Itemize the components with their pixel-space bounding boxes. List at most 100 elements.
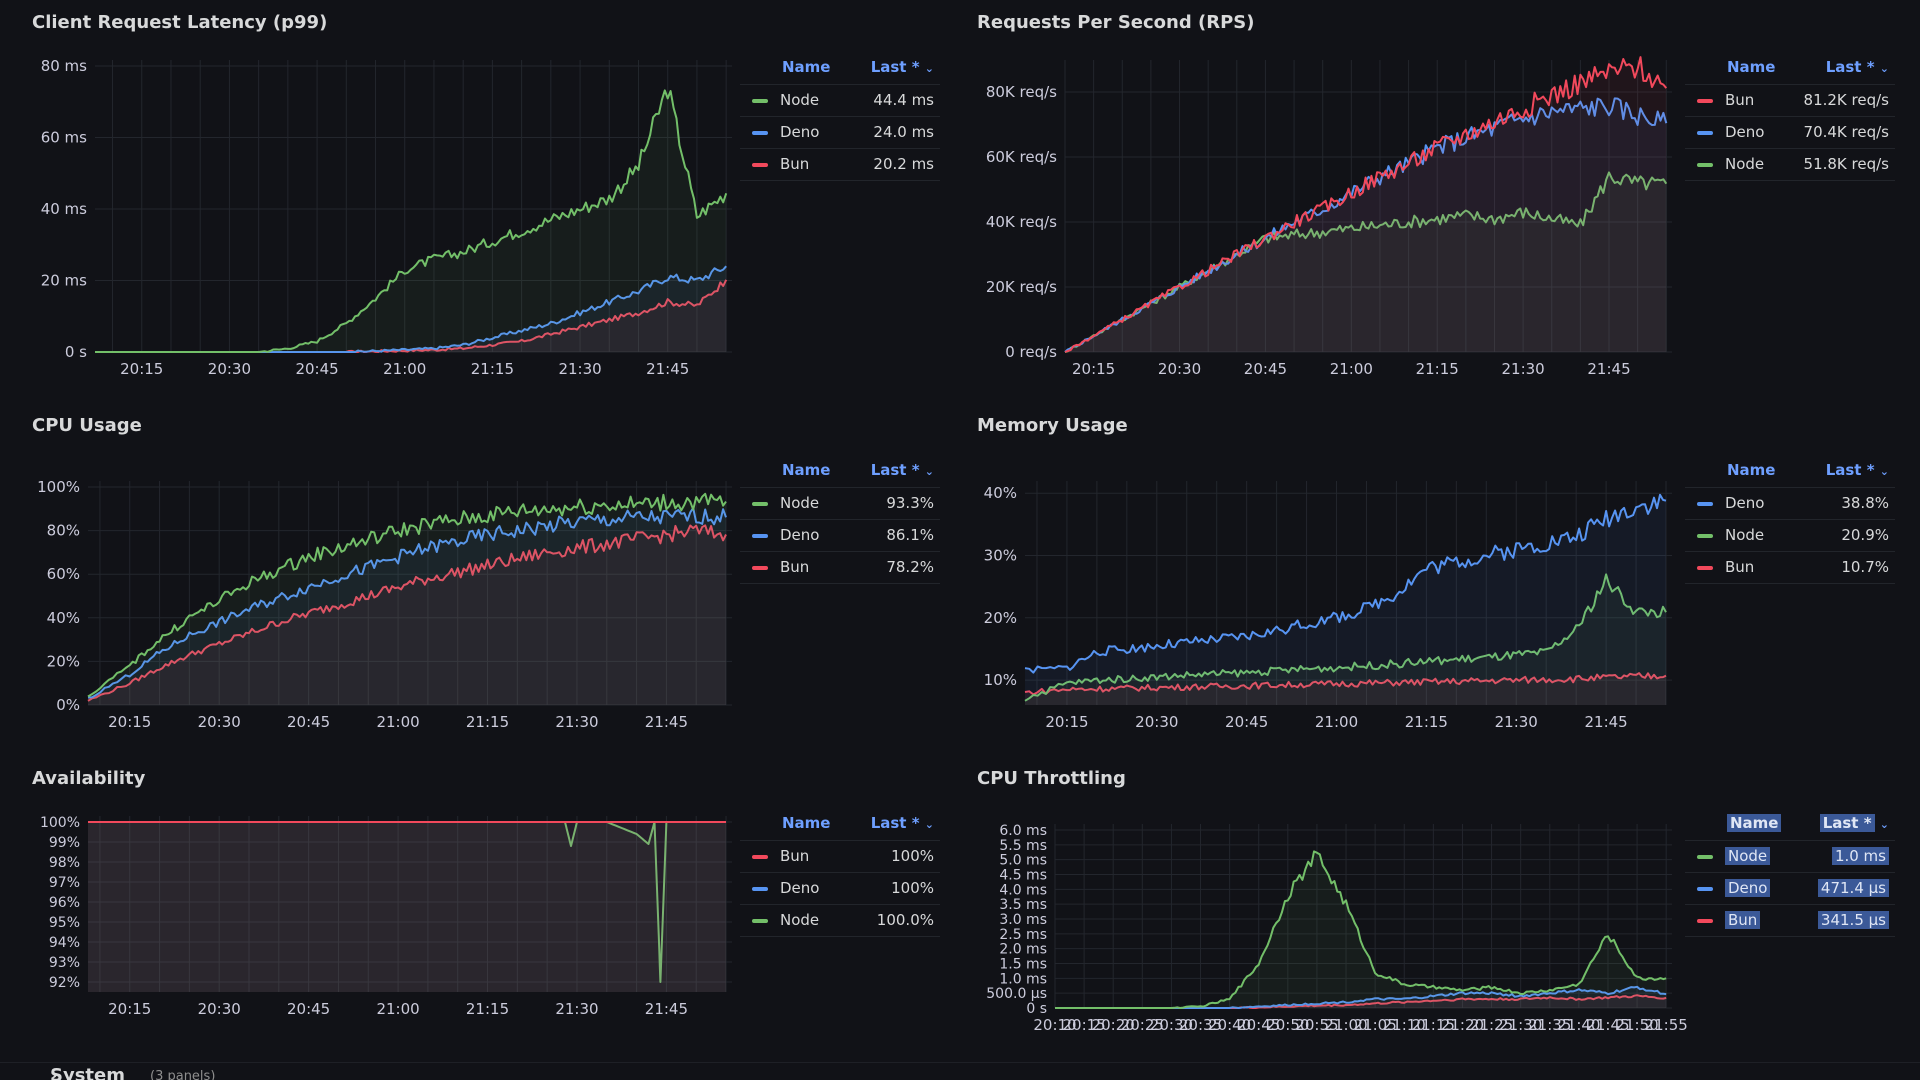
- legend-series-name: Deno: [780, 526, 820, 544]
- series-area-deno: [88, 822, 726, 992]
- legend-row[interactable]: Node 51.8K req/s: [1685, 148, 1895, 181]
- legend-row[interactable]: Node 93.3%: [740, 487, 940, 520]
- series-area-node: [88, 493, 726, 705]
- legend-row[interactable]: Bun 81.2K req/s: [1685, 84, 1895, 117]
- series-color-swatch: [752, 565, 768, 570]
- chevron-down-icon[interactable]: ⌄: [924, 62, 934, 75]
- legend-header-last[interactable]: Last * ⌄: [1800, 812, 1895, 841]
- legend-row[interactable]: Node 100.0%: [740, 904, 940, 937]
- legend-row[interactable]: Bun 10.7%: [1685, 551, 1895, 584]
- avail-chart[interactable]: 92% 93% 94% 95% 96% 97% 98% 99% 100% 20:15 20:30 20…: [0, 756, 740, 1056]
- legend-header-name[interactable]: Name: [740, 459, 853, 488]
- legend-row[interactable]: Deno 100%: [740, 872, 940, 905]
- series-area-bun: [1025, 673, 1666, 705]
- panel-title: Requests Per Second (RPS): [977, 12, 1255, 33]
- series-color-swatch: [752, 854, 768, 859]
- chevron-right-icon[interactable]: ›: [50, 1065, 58, 1080]
- legend-header-last[interactable]: Last * ⌄: [1802, 459, 1895, 488]
- x-tick-label: 21:55: [1645, 1016, 1688, 1034]
- x-tick-label: 20:35: [1179, 1016, 1222, 1034]
- legend-series-name: Node: [780, 911, 820, 929]
- row-title: System: [50, 1065, 125, 1080]
- legend-row[interactable]: Deno 24.0 ms: [740, 116, 940, 149]
- y-tick-label: 94%: [49, 935, 80, 951]
- panel-throttle[interactable]: CPU Throttling 0 s 500.0 µs 1.0 ms 1.5 ms 2.…: [945, 756, 1920, 1056]
- chevron-down-icon[interactable]: ⌄: [1879, 465, 1889, 478]
- x-tick-label: 20:45: [287, 1000, 330, 1018]
- chevron-down-icon[interactable]: ⌄: [1879, 62, 1889, 75]
- x-tick-label: 21:15: [466, 1000, 509, 1018]
- chevron-down-icon[interactable]: ⌄: [924, 818, 934, 831]
- x-tick-label: 20:45: [287, 713, 330, 731]
- x-tick-label: 21:30: [558, 360, 601, 378]
- legend-row[interactable]: Node 1.0 ms: [1685, 840, 1895, 873]
- series-color-swatch: [1697, 854, 1713, 859]
- panel-mem[interactable]: Memory Usage 10% 20% 30% 40% 20:15 20:30 20:45…: [945, 403, 1920, 753]
- mem-chart[interactable]: 10% 20% 30% 40% 20:15 20:30 20:45 21:00 21:15 21:…: [945, 403, 1685, 753]
- panel-title: Client Request Latency (p99): [32, 12, 328, 33]
- legend-header-name[interactable]: Name: [1685, 812, 1801, 841]
- cpu-chart[interactable]: 0% 20% 40% 60% 80% 100% 20:15 20:30 20:45 21:00 21…: [0, 403, 740, 753]
- legend-row[interactable]: Bun 341.5 µs: [1685, 904, 1895, 937]
- legend-last-value: 70.4K req/s: [1803, 123, 1889, 141]
- legend-series-name: Bun: [780, 155, 810, 173]
- chevron-down-icon[interactable]: ⌄: [1879, 818, 1889, 831]
- legend-last-value: 100%: [891, 847, 934, 865]
- legend-last-value: 341.5 µs: [1817, 911, 1889, 929]
- y-tick-label: 98%: [49, 855, 80, 871]
- x-tick-label: 20:45: [1225, 713, 1268, 731]
- x-tick-label: 20:15: [108, 713, 151, 731]
- rps-chart[interactable]: 0 req/s 20K req/s 40K req/s 60K req/s 80K re…: [945, 0, 1685, 400]
- legend-row[interactable]: Node 20.9%: [1685, 519, 1895, 552]
- legend-last-value: 38.8%: [1841, 494, 1889, 512]
- latency-chart[interactable]: 0 s 20 ms 40 ms 60 ms 80 ms 20:15 20:30 20:45 21…: [0, 0, 740, 400]
- legend-header-name[interactable]: Name: [740, 56, 853, 85]
- legend-header-name[interactable]: Name: [1685, 56, 1790, 85]
- legend-row[interactable]: Bun 78.2%: [740, 551, 940, 584]
- legend-header-last[interactable]: Last * ⌄: [852, 56, 940, 85]
- chevron-down-icon[interactable]: ⌄: [924, 465, 934, 478]
- row-collapse-bar[interactable]: › System (3 panels): [0, 1062, 1920, 1080]
- legend-series-name: Deno: [780, 123, 820, 141]
- x-tick-label: 20:50: [1266, 1016, 1309, 1034]
- legend-last-value: 78.2%: [886, 558, 934, 576]
- y-tick-label: 97%: [49, 875, 80, 891]
- legend-header-last[interactable]: Last * ⌄: [852, 812, 940, 841]
- legend-row[interactable]: Bun 20.2 ms: [740, 148, 940, 181]
- x-tick-label: 20:30: [208, 360, 251, 378]
- panel-rps[interactable]: Requests Per Second (RPS) 0 req/s 20K req…: [945, 0, 1920, 400]
- legend-header-name[interactable]: Name: [740, 812, 853, 841]
- panel-cpu[interactable]: CPU Usage 0% 20% 40% 60% 80% 100% 20:15 20:30 20…: [0, 403, 955, 753]
- series-color-swatch: [752, 130, 768, 135]
- legend-header-name[interactable]: Name: [1685, 459, 1803, 488]
- x-tick-label: 21:10: [1383, 1016, 1426, 1034]
- y-tick-label: 96%: [49, 895, 80, 911]
- legend-row[interactable]: Node 44.4 ms: [740, 84, 940, 117]
- legend-row[interactable]: Deno 38.8%: [1685, 487, 1895, 520]
- legend-header-last[interactable]: Last * ⌄: [1789, 56, 1895, 85]
- x-tick-label: 21:05: [1354, 1016, 1397, 1034]
- legend-row[interactable]: Deno 70.4K req/s: [1685, 116, 1895, 149]
- series-color-swatch: [752, 501, 768, 506]
- legend-row[interactable]: Deno 471.4 µs: [1685, 872, 1895, 905]
- series-area-node: [1025, 574, 1666, 705]
- series-line-node: [1055, 850, 1667, 1009]
- x-tick-label: 20:55: [1295, 1016, 1338, 1034]
- series-color-swatch: [752, 886, 768, 891]
- series-area-bun: [88, 822, 726, 992]
- x-tick-label: 21:00: [383, 360, 426, 378]
- panel-avail[interactable]: Availability 92% 93% 94% 95% 96% 97% 98% 99% 100…: [0, 756, 955, 1056]
- legend-row[interactable]: Deno 86.1%: [740, 519, 940, 552]
- y-tick-label: 0 s: [1026, 1001, 1047, 1017]
- legend-last-value: 86.1%: [886, 526, 934, 544]
- legend-row[interactable]: Bun 100%: [740, 840, 940, 873]
- grid: [1054, 824, 1672, 1009]
- x-tick-label: 21:30: [555, 1000, 598, 1018]
- y-tick-label: 5.5 ms: [999, 838, 1047, 854]
- legend-series-name: Bun: [1725, 558, 1755, 576]
- panel-title: Memory Usage: [977, 415, 1128, 436]
- panel-latency[interactable]: Client Request Latency (p99) 0 s 20 ms 40 …: [0, 0, 955, 400]
- legend-header-last[interactable]: Last * ⌄: [852, 459, 940, 488]
- x-tick-label: 21:15: [1416, 360, 1459, 378]
